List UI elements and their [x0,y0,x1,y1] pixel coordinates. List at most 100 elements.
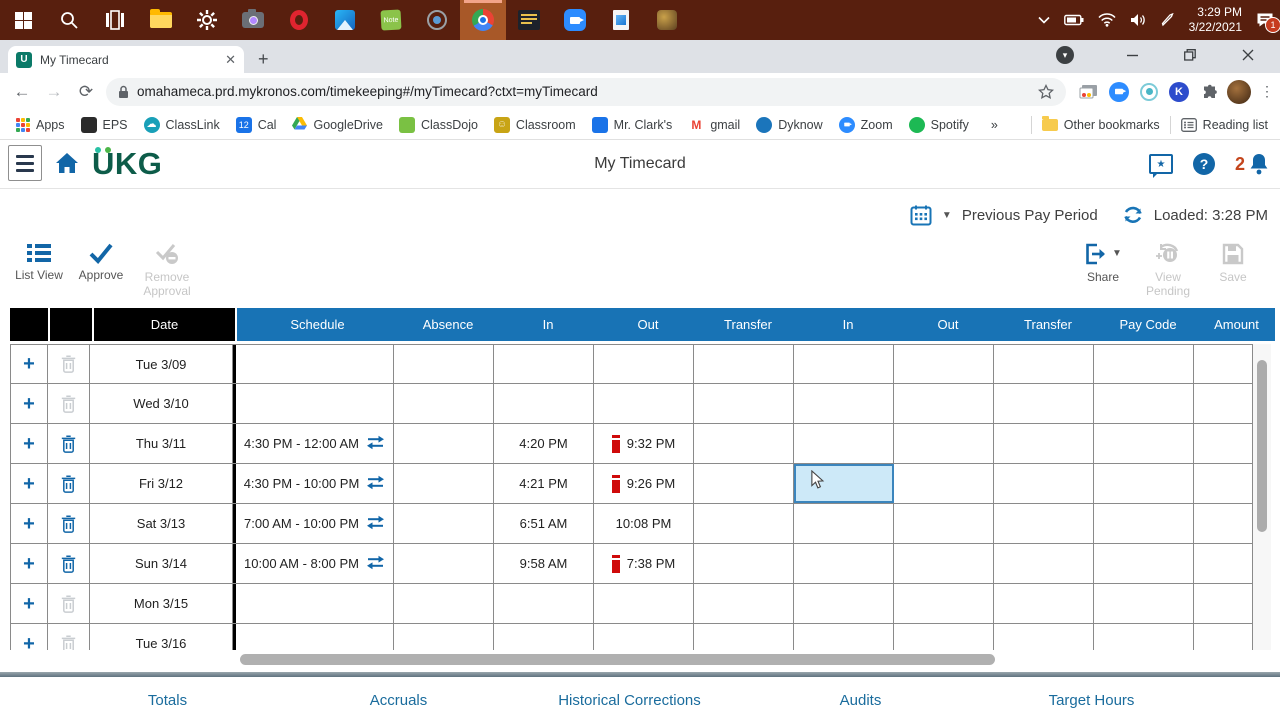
vertical-scroll-thumb[interactable] [1257,360,1267,532]
cell-pay-code[interactable] [1094,584,1194,623]
cell-in[interactable] [794,424,894,463]
cell-out[interactable] [894,464,994,503]
delete-row-button[interactable] [48,424,90,463]
zoom-extension-icon[interactable] [1104,81,1134,102]
chrome-menu-button[interactable]: ⋮ [1260,83,1274,99]
back-button[interactable]: ← [13,81,31,101]
add-punch-button[interactable]: + [10,584,48,623]
cell-date[interactable]: Tue 3/09 [90,345,233,383]
zoom-taskbar-button[interactable] [552,0,598,40]
bookmark-star-icon[interactable] [1038,83,1054,100]
cell-in[interactable] [794,504,894,543]
wifi-icon[interactable] [1098,13,1116,27]
cell-amount[interactable] [1194,584,1253,623]
vertical-scrollbar[interactable] [1253,344,1271,650]
other-bookmarks-button[interactable]: Other bookmarks [1041,115,1160,132]
horizontal-scrollbar[interactable] [10,650,1253,670]
cell-transfer[interactable] [994,504,1094,543]
help-button[interactable]: ? [1192,153,1215,175]
cell-pay-code[interactable] [1094,424,1194,463]
cell-out[interactable] [594,624,694,663]
settings-button[interactable] [184,0,230,40]
game-button[interactable] [644,0,690,40]
cell-date[interactable]: Sun 3/14 [90,544,233,583]
footer-tab-target-hours[interactable]: Target Hours [1048,691,1135,709]
cell-absence[interactable] [394,584,494,623]
photos-button[interactable] [322,0,368,40]
add-punch-button[interactable]: + [10,624,48,663]
tab-close-icon[interactable]: ✕ [225,51,236,67]
cell-absence[interactable] [394,384,494,423]
list-view-button[interactable]: List View [4,242,74,283]
add-punch-button[interactable]: + [10,504,48,543]
cell-schedule[interactable]: 4:30 PM - 10:00 PM [233,464,394,503]
refresh-icon[interactable] [1122,204,1144,226]
cell-amount[interactable] [1194,424,1253,463]
add-punch-button[interactable]: + [10,345,48,383]
screen-record-button[interactable] [414,0,460,40]
cell-transfer[interactable] [994,624,1094,663]
cell-in[interactable]: 4:20 PM [494,424,594,463]
view-pending-button[interactable]: View Pending [1133,242,1203,299]
cell-schedule[interactable]: 10:00 AM - 8:00 PM [233,544,394,583]
cell-pay-code[interactable] [1094,345,1194,383]
add-punch-button[interactable]: + [10,464,48,503]
cell-pay-code[interactable] [1094,624,1194,663]
cell-absence[interactable] [394,424,494,463]
add-punch-button[interactable]: + [10,544,48,583]
opera-button[interactable] [276,0,322,40]
reading-list-button[interactable]: Reading list [1180,118,1268,132]
minimize-button[interactable] [1112,40,1152,70]
cell-date[interactable]: Thu 3/11 [90,424,233,463]
cast-extension-icon[interactable] [1074,83,1104,101]
cell-in[interactable] [794,345,894,383]
action-center-button[interactable]: 1 [1256,12,1280,33]
restore-button[interactable] [1170,40,1210,70]
cell-date[interactable]: Wed 3/10 [90,384,233,423]
cell-amount[interactable] [1194,345,1253,383]
bookmark-classlink[interactable]: ☁ ClassLink [143,116,220,133]
share-button[interactable]: ▼ Share [1068,242,1138,285]
cell-in[interactable] [494,384,594,423]
profile-avatar[interactable] [1224,79,1254,104]
bookmark-eps[interactable]: EPS [80,116,128,133]
bookmark-apps[interactable]: Apps [16,117,65,132]
bookmark-mr-clark-s[interactable]: Mr. Clark's [591,116,672,133]
cell-in[interactable] [794,624,894,663]
tray-chevron-icon[interactable] [1038,16,1050,24]
cell-transfer[interactable] [694,384,794,423]
home-button[interactable] [54,151,80,180]
reload-button[interactable]: ⟳ [78,81,94,101]
cell-out[interactable]: 7:38 PM [594,544,694,583]
cell-pay-code[interactable] [1094,504,1194,543]
cell-out[interactable]: 10:08 PM [594,504,694,543]
cell-out[interactable] [894,424,994,463]
footer-tab-accruals[interactable]: Accruals [369,691,428,709]
delete-row-button[interactable] [48,464,90,503]
cell-in[interactable] [494,624,594,663]
cell-transfer[interactable] [694,424,794,463]
bookmark-zoom[interactable]: Zoom [838,116,893,133]
cell-schedule[interactable]: 7:00 AM - 10:00 PM [233,504,394,543]
close-window-button[interactable] [1228,40,1268,70]
cell-schedule[interactable] [233,624,394,663]
cell-in[interactable]: 9:58 AM [494,544,594,583]
camera-app-button[interactable] [230,0,276,40]
cell-schedule[interactable] [233,384,394,423]
cell-out[interactable] [894,544,994,583]
cell-in[interactable] [794,464,894,503]
cell-date[interactable]: Tue 3/16 [90,624,233,663]
footer-tab-historical-corrections[interactable]: Historical Corrections [558,691,701,709]
cell-absence[interactable] [394,345,494,383]
new-tab-button[interactable]: + [258,49,269,69]
cell-in[interactable] [494,345,594,383]
bookmark-classroom[interactable]: ☺ Classroom [493,116,576,133]
cell-out[interactable]: 9:26 PM [594,464,694,503]
bookmark-classdojo[interactable]: ClassDojo [398,116,478,133]
image-viewer-button[interactable] [598,0,644,40]
cell-out[interactable] [894,584,994,623]
cell-out[interactable] [894,504,994,543]
cell-transfer[interactable] [694,504,794,543]
add-punch-button[interactable]: + [10,424,48,463]
